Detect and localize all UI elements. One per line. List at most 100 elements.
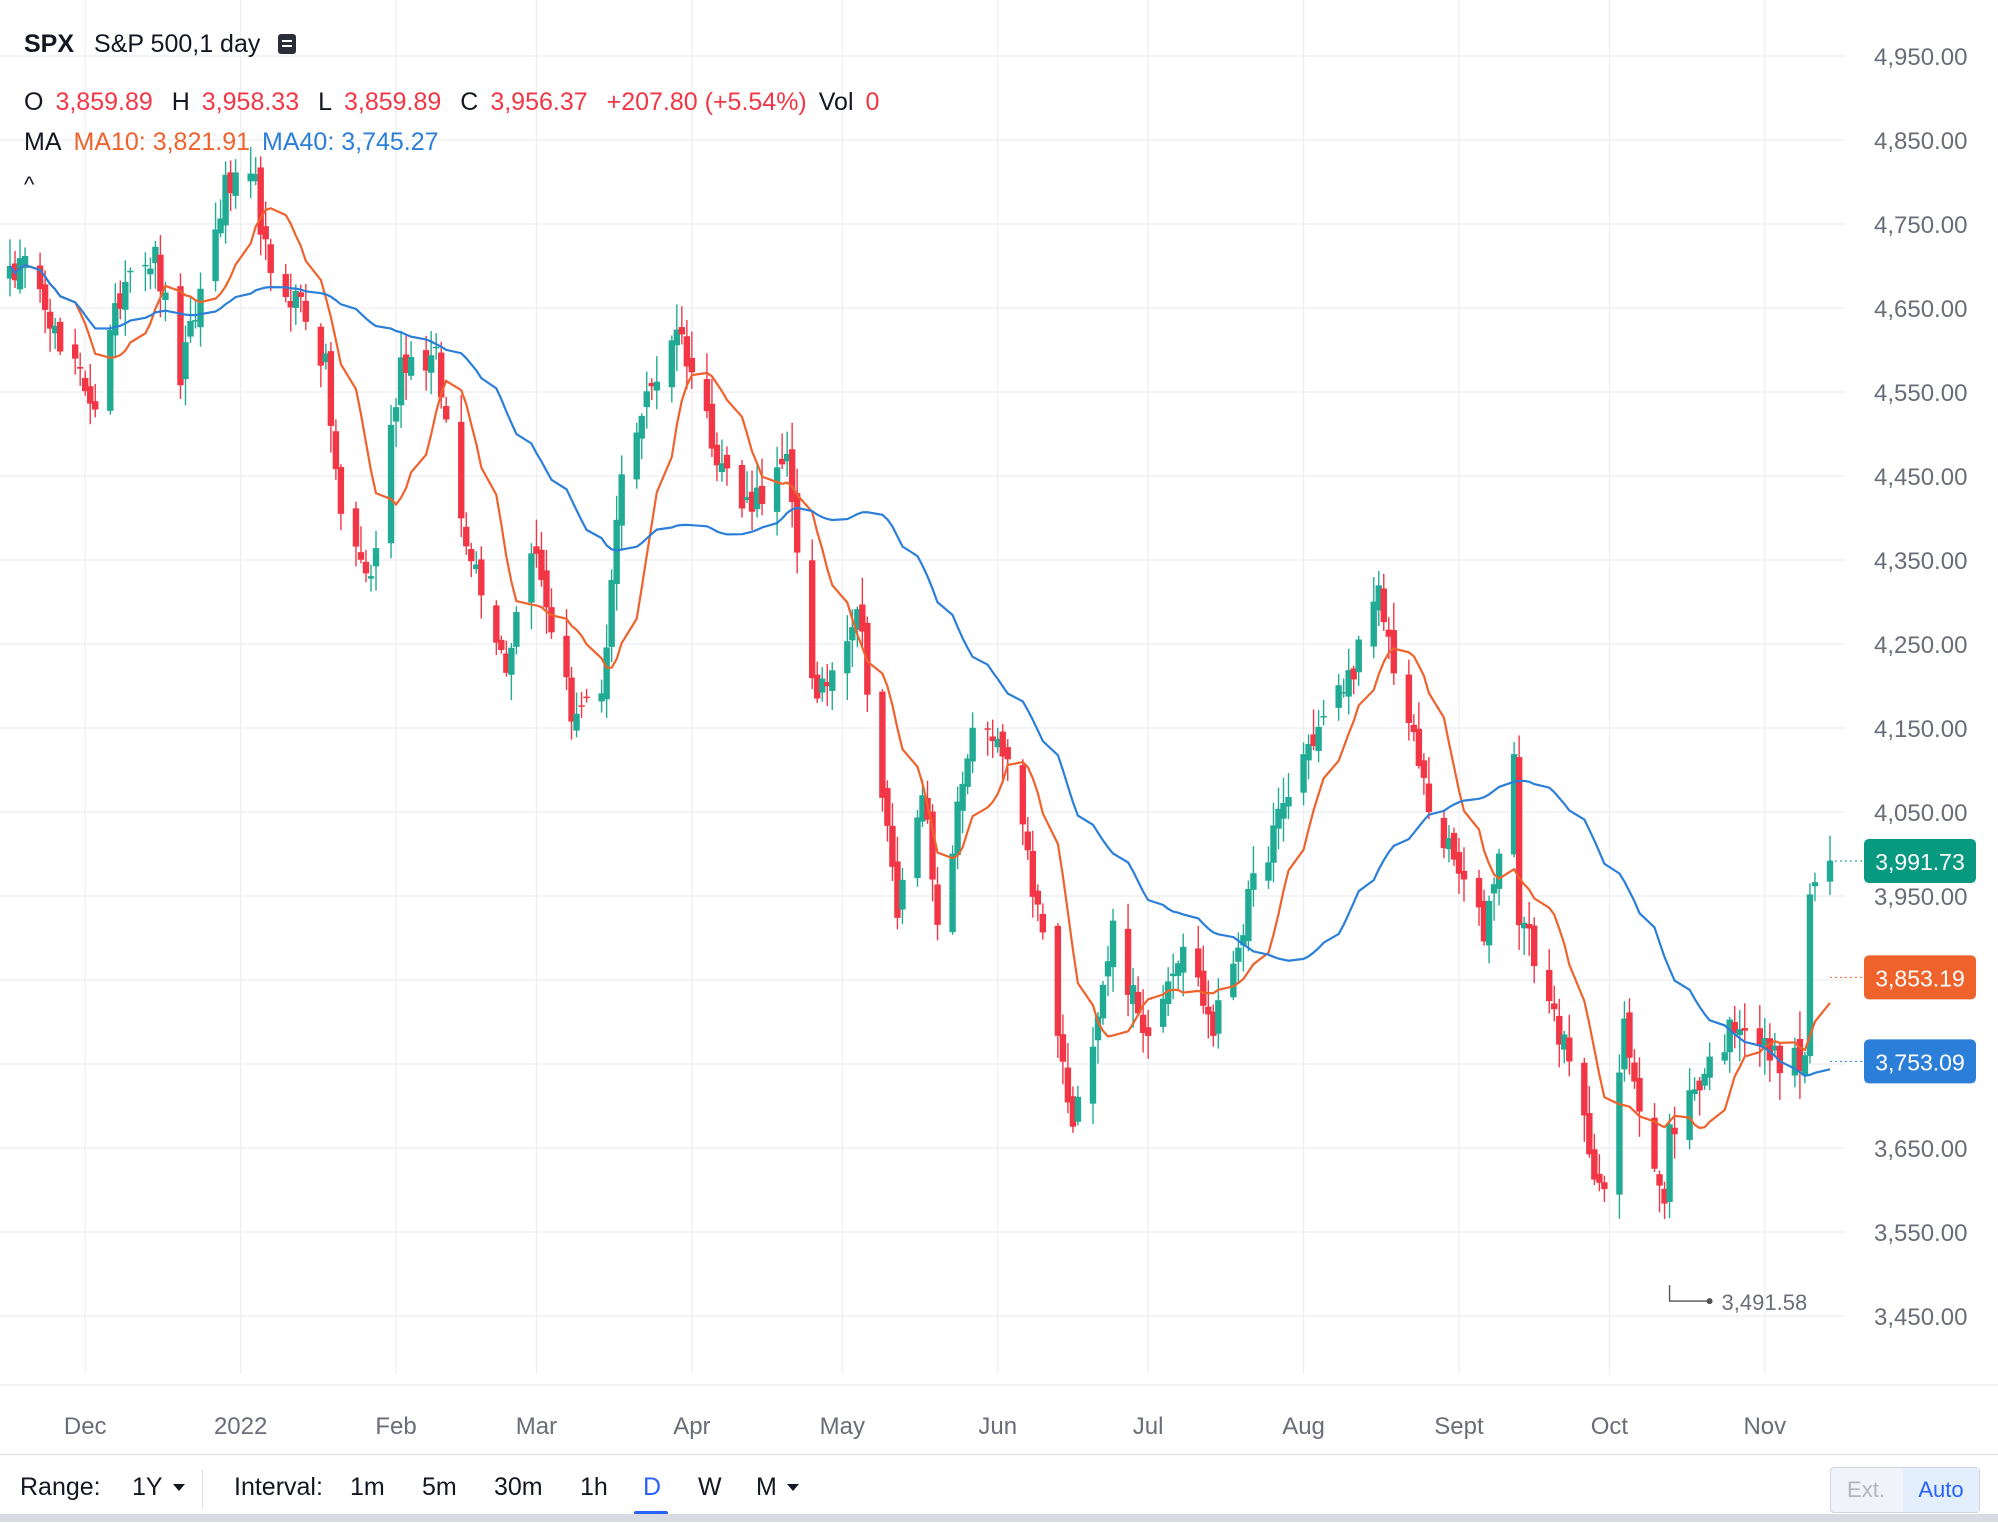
candle xyxy=(1270,802,1277,883)
bottom-scrollbar[interactable] xyxy=(0,1514,1998,1522)
candle-body xyxy=(849,627,856,641)
legend-collapse-button[interactable]: ^ xyxy=(24,172,35,197)
interval-1h[interactable]: 1h xyxy=(580,1473,608,1501)
candle xyxy=(1059,1014,1067,1085)
candle-body xyxy=(1561,1034,1568,1050)
candle-body xyxy=(1410,724,1418,733)
candle xyxy=(969,712,976,774)
candle-body xyxy=(1551,1003,1558,1010)
interval-30m[interactable]: 30m xyxy=(494,1473,543,1501)
candle xyxy=(1265,846,1272,889)
candle-body xyxy=(1124,928,1132,995)
interval-w[interactable]: W xyxy=(698,1473,722,1501)
candle xyxy=(498,635,505,654)
price-tag-label: 3,991.73 xyxy=(1875,849,1965,875)
candle-body xyxy=(743,497,751,501)
candle xyxy=(929,804,936,902)
price-tag-label: 3,753.09 xyxy=(1875,1049,1965,1075)
candle-body xyxy=(1515,757,1523,926)
candle-body xyxy=(1455,852,1463,874)
candle xyxy=(1460,847,1468,902)
candle-body xyxy=(478,559,485,596)
candle xyxy=(773,446,781,536)
candle xyxy=(1826,835,1834,896)
candle xyxy=(458,395,465,538)
candle xyxy=(1686,1068,1693,1150)
candle xyxy=(548,588,555,639)
interval-5m[interactable]: 5m xyxy=(422,1473,457,1501)
candle-body xyxy=(914,817,921,879)
candle xyxy=(1180,933,1187,997)
auto-button[interactable]: Auto xyxy=(1903,1468,1979,1512)
candle-body xyxy=(322,353,330,363)
candle xyxy=(1581,1057,1588,1142)
interval-d[interactable]: D xyxy=(643,1473,662,1501)
candle-body xyxy=(824,682,831,687)
candle xyxy=(1034,884,1042,922)
candle xyxy=(432,333,440,360)
grid xyxy=(0,0,1845,1374)
candle xyxy=(1375,570,1382,627)
candle-body xyxy=(1285,796,1292,807)
x-tick-label: Jul xyxy=(1133,1413,1164,1440)
candle xyxy=(142,252,149,292)
change-value: +207.80 (+5.54%) xyxy=(606,88,807,116)
candle xyxy=(1139,989,1147,1053)
y-tick-label: 4,150.00 xyxy=(1874,716,1967,743)
candle xyxy=(1691,1077,1698,1101)
candle-body xyxy=(1019,765,1026,825)
price-chart[interactable]: 4,950.00 4,850.00 4,750.00 4,650.00 4,550.00… xyxy=(0,0,1998,1454)
candle xyxy=(959,771,966,834)
candle-body xyxy=(1164,981,1172,1005)
candle-body xyxy=(1761,1037,1769,1049)
candle-body xyxy=(1169,973,1177,977)
candle-body xyxy=(648,383,655,387)
candle-body xyxy=(1636,1077,1643,1112)
candle-body xyxy=(618,474,625,526)
x-tick-label: Feb xyxy=(375,1413,416,1440)
candle-body xyxy=(247,173,254,182)
y-tick-label: 4,550.00 xyxy=(1874,380,1967,407)
symbol-label[interactable]: SPX xyxy=(24,30,75,58)
legend-menu-icon[interactable] xyxy=(278,34,297,54)
range-select[interactable]: 1Y xyxy=(132,1473,185,1502)
candle xyxy=(76,352,84,387)
candle-body xyxy=(1826,860,1834,882)
candle xyxy=(1069,1086,1077,1133)
y-tick-label: 4,050.00 xyxy=(1874,800,1967,827)
candle-body xyxy=(1460,870,1468,880)
candle-body xyxy=(212,229,219,282)
ext-button[interactable]: Ext. xyxy=(1847,1477,1885,1502)
candle-body xyxy=(222,174,229,226)
candle xyxy=(1089,1027,1097,1125)
candle-body xyxy=(773,467,781,512)
candle xyxy=(1340,678,1347,698)
candle xyxy=(1706,1042,1713,1091)
candle-body xyxy=(177,286,184,386)
interval-1m[interactable]: 1m xyxy=(350,1473,385,1501)
candle-body xyxy=(723,454,731,469)
candle-body xyxy=(1656,1174,1663,1186)
legend-ohlc: O 3,859.89 H 3,958.33 L 3,859.89 C 3,956.37 … xyxy=(24,88,891,117)
candle-body xyxy=(608,580,615,647)
candle xyxy=(473,551,480,574)
candle-body xyxy=(397,357,405,406)
interval-m[interactable]: M xyxy=(756,1473,799,1502)
candle-body xyxy=(1415,728,1423,767)
candle-body xyxy=(1490,884,1498,894)
candle-body xyxy=(879,691,886,798)
candle xyxy=(653,356,660,410)
candle-body xyxy=(934,884,941,925)
candle xyxy=(1335,673,1342,721)
candle xyxy=(397,330,405,429)
candle xyxy=(372,530,380,591)
bottom-toolbar: Range: 1Y Interval: 1m 5m 30m 1h D W M E… xyxy=(0,1454,1998,1523)
candle-body xyxy=(1240,935,1247,946)
candle xyxy=(603,624,610,718)
open-value: 3,859.89 xyxy=(55,88,153,116)
candle xyxy=(1515,735,1523,950)
candle xyxy=(809,539,816,690)
candle xyxy=(949,845,956,935)
candle xyxy=(1440,809,1448,859)
candle xyxy=(618,455,625,549)
